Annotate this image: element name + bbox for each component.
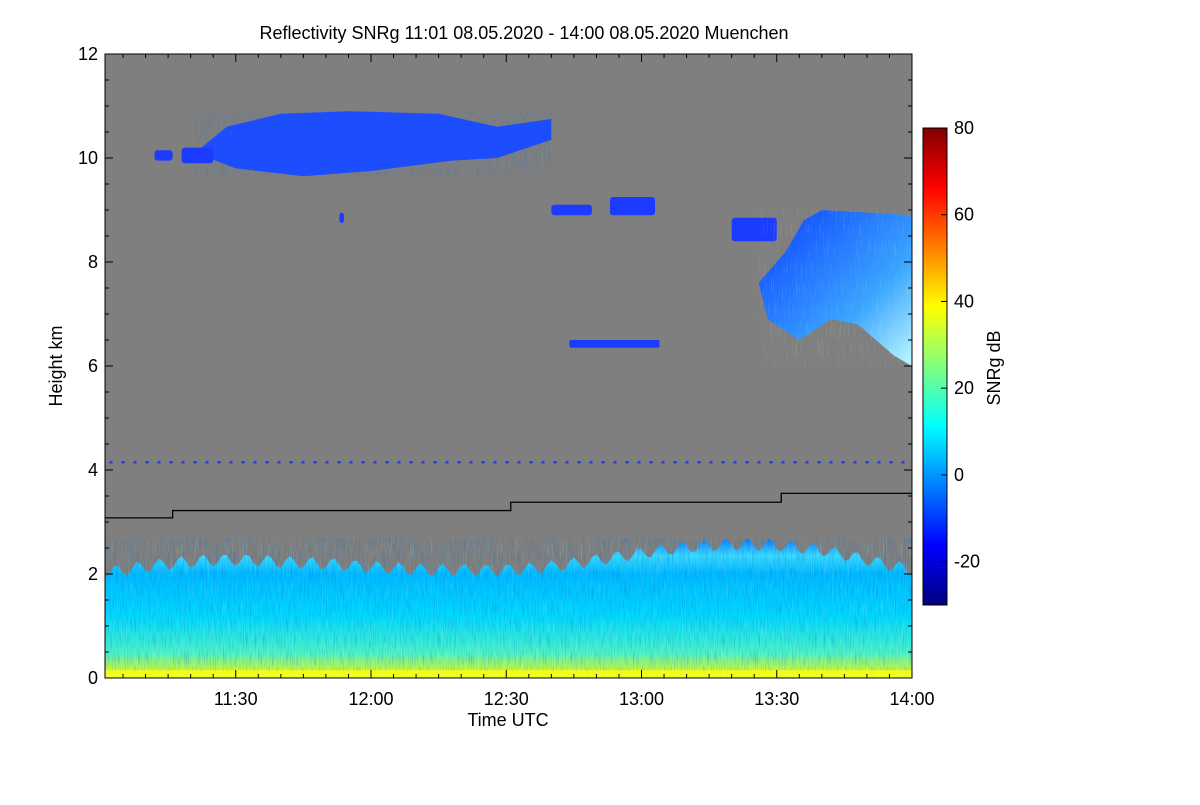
y-tick-label: 6 [88, 356, 98, 376]
echo-mid-level-layer [569, 340, 660, 348]
colorbar-tick-label: 40 [954, 291, 974, 311]
y-tick-label: 4 [88, 460, 98, 480]
x-tick-label: 12:00 [348, 689, 393, 709]
plot-area [105, 54, 912, 678]
colorbar: -20 0 20 40 60 80 [922, 118, 980, 606]
echo-fragment [609, 197, 656, 216]
colorbar-tick-label: 60 [954, 205, 974, 225]
y-tick-label: 10 [78, 148, 98, 168]
x-tick-label: 12:30 [484, 689, 529, 709]
colorbar-scale [922, 127, 948, 606]
x-axis: 11:30 12:00 12:30 13:00 13:30 14:00 [122, 54, 935, 709]
echo-layer [105, 111, 912, 678]
echo-fragment [551, 204, 592, 216]
echo-fragment [181, 147, 214, 164]
x-tick-label: 13:30 [754, 689, 799, 709]
echo-fragment [339, 212, 344, 223]
echo-fragment [154, 150, 173, 161]
colorbar-tick-label: 0 [954, 465, 964, 485]
colorbar-tick-label: 20 [954, 378, 974, 398]
x-axis-label: Time UTC [467, 710, 548, 730]
echo-surface-band [105, 670, 912, 678]
x-tick-label: 11:30 [214, 689, 258, 709]
y-axis: 0 2 4 6 8 10 12 [78, 44, 912, 688]
y-tick-label: 12 [78, 44, 98, 64]
boundary-line [105, 492, 912, 519]
x-tick-label: 13:00 [619, 689, 664, 709]
colorbar-label: SNRg dB [984, 330, 1004, 405]
chart-title: Reflectivity SNRg 11:01 08.05.2020 - 14:… [259, 23, 788, 43]
echo-high-cloud-streaks [758, 210, 912, 366]
echo-cirrus-texture [195, 111, 552, 177]
echo-fragment [731, 217, 777, 242]
y-axis-label: Height km [46, 325, 66, 406]
colorbar-tick-label: -20 [954, 552, 980, 572]
x-tick-label: 14:00 [889, 689, 934, 709]
echo-boundary-layer-plumes [105, 538, 912, 678]
y-tick-label: 0 [88, 668, 98, 688]
colorbar-tick-label: 80 [954, 118, 974, 138]
y-tick-label: 8 [88, 252, 98, 272]
boundary-layer-line [105, 492, 912, 519]
y-tick-label: 2 [88, 564, 98, 584]
